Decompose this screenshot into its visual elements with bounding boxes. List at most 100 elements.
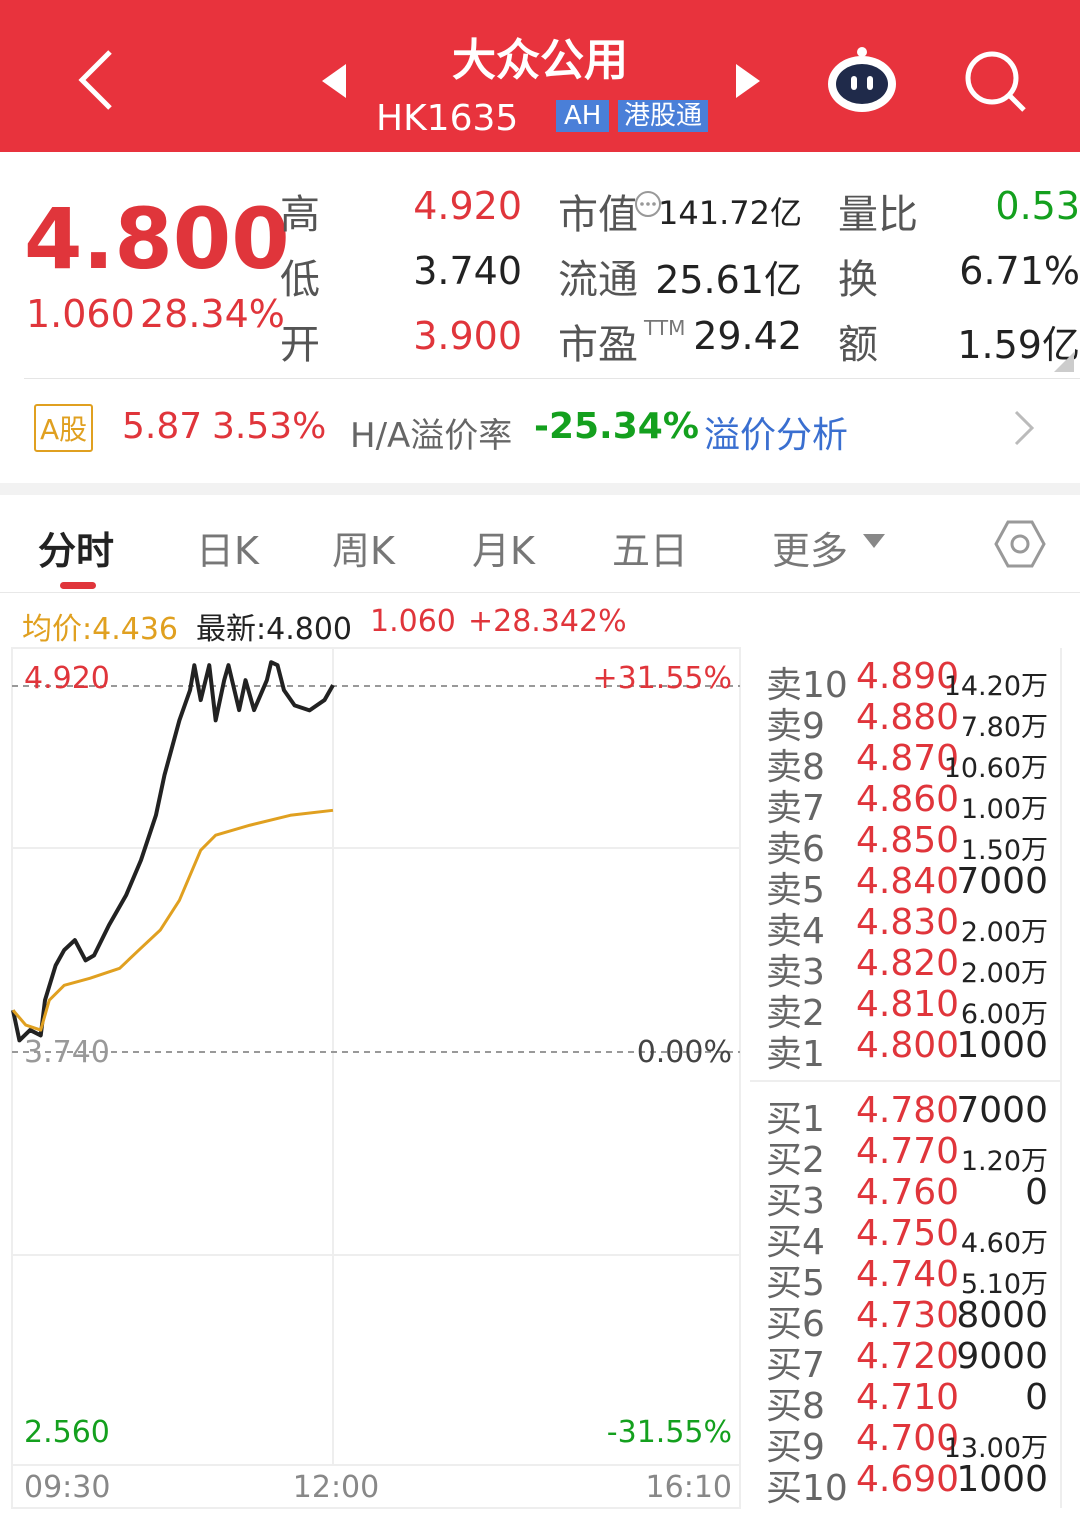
level-label: 卖10 bbox=[766, 665, 848, 706]
level-volume: 1000 bbox=[956, 1459, 1048, 1500]
premium-analysis-link[interactable]: 溢价分析 bbox=[704, 415, 849, 456]
level-volume: 8000 bbox=[956, 1295, 1048, 1336]
level-volume: 1.00万 bbox=[960, 794, 1048, 825]
level-price: 4.750 bbox=[856, 1213, 960, 1254]
a-share-pct: 3.53% bbox=[212, 406, 327, 447]
mid-stat-value: 141.72亿 bbox=[658, 194, 802, 232]
chevron-right-icon[interactable] bbox=[1012, 410, 1036, 446]
stock-code: HK1635 bbox=[376, 98, 519, 139]
x-tick: 16:10 bbox=[646, 1470, 732, 1505]
pct-label-top: +31.55% bbox=[592, 661, 732, 696]
avg-price-line bbox=[11, 808, 334, 1032]
level-label: 买1 bbox=[766, 1099, 825, 1140]
level-volume: 6.00万 bbox=[960, 999, 1048, 1030]
mid-stat-value: 25.61亿 bbox=[655, 258, 802, 302]
price-change: 1.060 bbox=[26, 292, 135, 336]
level-price: 4.800 bbox=[856, 1025, 960, 1066]
level-label: 卖1 bbox=[766, 1034, 825, 1075]
level-volume: 13.00万 bbox=[943, 1433, 1048, 1464]
right-stat-value: 6.71% bbox=[959, 249, 1080, 293]
level-label: 卖5 bbox=[766, 870, 825, 911]
settings-hex-icon[interactable] bbox=[994, 518, 1046, 570]
level-price: 4.760 bbox=[856, 1172, 960, 1213]
level-label: 卖9 bbox=[766, 706, 825, 747]
next-stock-icon[interactable] bbox=[734, 62, 762, 100]
level-price: 4.840 bbox=[856, 861, 960, 902]
intraday-chart[interactable]: 4.920 3.740 2.560 +31.55% 0.00% -31.55% … bbox=[0, 0, 750, 1518]
level-label: 买6 bbox=[766, 1304, 825, 1345]
level-label: 买2 bbox=[766, 1140, 825, 1181]
tab-0[interactable]: 分时 bbox=[38, 529, 115, 573]
level-volume: 7.80万 bbox=[960, 712, 1048, 743]
stat-value: 4.920 bbox=[413, 184, 522, 228]
level-label: 卖8 bbox=[766, 747, 825, 788]
level-volume: 2.00万 bbox=[960, 958, 1048, 989]
price-change-pct: 28.34% bbox=[140, 292, 285, 336]
level-label: 卖4 bbox=[766, 911, 825, 952]
premium-value: -25.34% bbox=[534, 406, 699, 447]
x-tick: 12:00 bbox=[293, 1470, 379, 1505]
avg-price: 均价:4.436 bbox=[22, 612, 178, 647]
right-stat-value: 0.53 bbox=[995, 184, 1080, 228]
level-volume: 5.10万 bbox=[960, 1269, 1048, 1300]
tab-3[interactable]: 月K bbox=[472, 529, 535, 573]
pct-label-mid: 0.00% bbox=[637, 1035, 732, 1070]
level-price: 4.690 bbox=[856, 1459, 960, 1500]
latest-price: 最新:4.800 bbox=[196, 612, 352, 647]
level-label: 买10 bbox=[766, 1468, 848, 1509]
prev-stock-icon[interactable] bbox=[320, 62, 348, 100]
current-price: 4.800 bbox=[24, 190, 290, 288]
level-volume: 0 bbox=[1025, 1377, 1048, 1418]
right-stat-label: 额 bbox=[838, 322, 878, 368]
level-price: 4.820 bbox=[856, 943, 960, 984]
level-label: 卖2 bbox=[766, 993, 825, 1034]
right-stat-value: 1.59亿 bbox=[957, 323, 1080, 367]
tab-4[interactable]: 五日 bbox=[612, 529, 689, 573]
chart-border bbox=[11, 647, 741, 1509]
y-label-top: 4.920 bbox=[24, 661, 110, 696]
stat-label: 高 bbox=[280, 192, 320, 238]
level-price: 4.890 bbox=[856, 656, 960, 697]
robot-assistant-icon[interactable] bbox=[824, 44, 900, 114]
level-price: 4.770 bbox=[856, 1131, 960, 1172]
stat-label: 低 bbox=[280, 257, 320, 303]
mid-stat-label: 市盈 bbox=[558, 322, 638, 368]
level-label: 卖7 bbox=[766, 788, 825, 829]
y-label-mid: 3.740 bbox=[24, 1035, 110, 1070]
level-price: 4.780 bbox=[856, 1090, 960, 1131]
level-label: 卖6 bbox=[766, 829, 825, 870]
level-label: 买5 bbox=[766, 1263, 825, 1304]
tab-5[interactable]: 更多 bbox=[772, 529, 849, 573]
ah-tag: AH bbox=[556, 100, 610, 132]
level-label: 买8 bbox=[766, 1386, 825, 1427]
section-gap bbox=[0, 483, 1080, 495]
level-volume: 0 bbox=[1025, 1172, 1048, 1213]
level-volume: 1.20万 bbox=[960, 1146, 1048, 1177]
level-price: 4.850 bbox=[856, 820, 960, 861]
y-label-bottom: 2.560 bbox=[24, 1415, 110, 1450]
hk-connect-tag: 港股通 bbox=[618, 100, 709, 132]
divider bbox=[0, 592, 1080, 593]
corner-expand-icon[interactable] bbox=[1054, 352, 1074, 372]
tab-2[interactable]: 周K bbox=[332, 529, 395, 573]
chart-change: 1.060 bbox=[370, 604, 456, 639]
level-price: 4.880 bbox=[856, 697, 960, 738]
mid-stat-label: 流通 bbox=[558, 257, 638, 303]
level-volume: 1.50万 bbox=[960, 835, 1048, 866]
dropdown-arrow-icon[interactable] bbox=[862, 532, 886, 550]
level-price: 4.740 bbox=[856, 1254, 960, 1295]
level-volume: 1000 bbox=[956, 1025, 1048, 1066]
level-label: 买3 bbox=[766, 1181, 825, 1222]
tab-1[interactable]: 日K bbox=[196, 529, 259, 573]
level-volume: 2.00万 bbox=[960, 917, 1048, 948]
level-price: 4.830 bbox=[856, 902, 960, 943]
stat-value: 3.900 bbox=[413, 314, 522, 358]
back-arrow-icon[interactable] bbox=[74, 48, 118, 112]
a-share-price: 5.87 bbox=[122, 406, 203, 447]
stat-value: 3.740 bbox=[413, 249, 522, 293]
right-stat-label: 换 bbox=[838, 257, 878, 303]
more-info-icon[interactable] bbox=[634, 190, 662, 218]
level-price: 4.860 bbox=[856, 779, 960, 820]
search-icon[interactable] bbox=[964, 50, 1028, 114]
mid-stat-value: 29.42 bbox=[693, 314, 802, 358]
